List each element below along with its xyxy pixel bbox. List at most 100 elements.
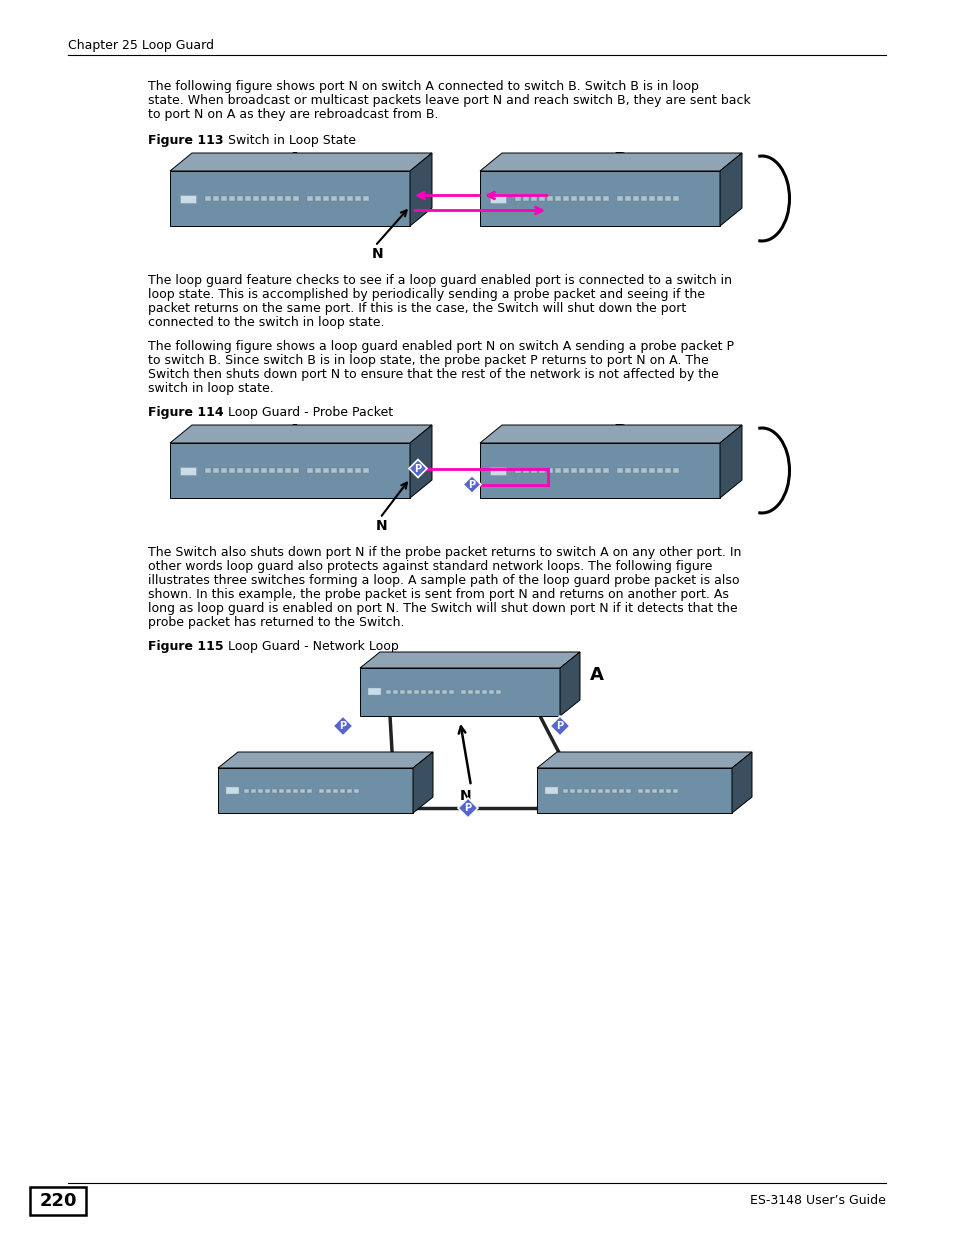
Bar	[236, 196, 243, 201]
Bar	[490, 194, 505, 203]
Bar	[604, 788, 609, 793]
Text: P: P	[414, 463, 421, 473]
Bar	[221, 196, 227, 201]
Bar	[672, 788, 678, 793]
Polygon shape	[457, 798, 477, 818]
Bar	[569, 788, 575, 793]
Bar	[307, 196, 313, 201]
Bar	[314, 196, 320, 201]
Bar	[314, 468, 320, 473]
Bar	[244, 788, 249, 793]
Bar	[276, 196, 283, 201]
Bar	[648, 196, 655, 201]
Bar	[562, 468, 568, 473]
Polygon shape	[218, 752, 433, 768]
Bar	[577, 788, 581, 793]
Bar	[571, 468, 577, 473]
Text: Chapter 25 Loop Guard: Chapter 25 Loop Guard	[68, 38, 213, 52]
Bar	[648, 468, 655, 473]
Text: P: P	[468, 479, 475, 489]
Bar	[515, 196, 520, 201]
Bar	[414, 690, 418, 694]
Bar	[293, 468, 298, 473]
Bar	[355, 196, 360, 201]
Bar	[213, 196, 219, 201]
Bar	[460, 690, 465, 694]
Polygon shape	[359, 668, 559, 716]
Text: connected to the switch in loop state.: connected to the switch in loop state.	[148, 316, 384, 329]
Text: Loop Guard - Network Loop: Loop Guard - Network Loop	[215, 640, 398, 653]
Bar	[307, 788, 312, 793]
Bar	[399, 690, 405, 694]
Bar	[640, 196, 646, 201]
Text: Loop Guard - Probe Packet: Loop Guard - Probe Packet	[215, 406, 393, 419]
Bar	[672, 468, 679, 473]
Text: The following figure shows a loop guard enabled port N on switch A sending a pro: The following figure shows a loop guard …	[148, 340, 733, 353]
Bar	[531, 196, 537, 201]
Bar	[602, 468, 608, 473]
Bar	[633, 196, 639, 201]
Bar	[657, 196, 662, 201]
Bar	[618, 788, 623, 793]
Text: Switch then shuts down port N to ensure that the rest of the network is not affe: Switch then shuts down port N to ensure …	[148, 368, 718, 382]
Polygon shape	[170, 443, 410, 498]
Text: B: B	[613, 424, 626, 441]
Bar	[475, 690, 479, 694]
Bar	[640, 468, 646, 473]
Bar	[546, 196, 553, 201]
Polygon shape	[537, 768, 731, 813]
Bar	[251, 788, 255, 793]
Polygon shape	[479, 153, 741, 170]
Bar	[672, 196, 679, 201]
Bar	[481, 690, 486, 694]
Bar	[347, 468, 353, 473]
Bar	[180, 194, 195, 203]
Bar	[638, 788, 642, 793]
Bar	[489, 690, 494, 694]
Bar	[285, 196, 291, 201]
Text: The Switch also shuts down port N if the probe packet returns to switch A on any: The Switch also shuts down port N if the…	[148, 546, 740, 559]
Text: P: P	[464, 803, 471, 813]
Polygon shape	[462, 475, 480, 494]
Bar	[323, 196, 329, 201]
Polygon shape	[479, 170, 720, 226]
Bar	[515, 468, 520, 473]
Polygon shape	[218, 768, 413, 813]
Text: to switch B. Since switch B is in loop state, the probe packet P returns to port: to switch B. Since switch B is in loop s…	[148, 354, 708, 367]
Bar	[625, 788, 630, 793]
Bar	[229, 196, 234, 201]
Bar	[555, 468, 560, 473]
Text: 220: 220	[39, 1192, 76, 1210]
Text: probe packet has returned to the Switch.: probe packet has returned to the Switch.	[148, 616, 404, 629]
Polygon shape	[170, 153, 432, 170]
Bar	[612, 788, 617, 793]
Bar	[257, 788, 263, 793]
Bar	[544, 787, 558, 794]
Polygon shape	[720, 425, 741, 498]
Bar	[624, 468, 630, 473]
Text: Figure 113: Figure 113	[148, 135, 223, 147]
Bar	[633, 468, 639, 473]
Bar	[269, 196, 274, 201]
Bar	[347, 196, 353, 201]
Bar	[355, 468, 360, 473]
Bar	[664, 468, 670, 473]
Bar	[428, 690, 433, 694]
Bar	[538, 468, 544, 473]
Bar	[386, 690, 391, 694]
Bar	[226, 787, 239, 794]
Text: The following figure shows port N on switch A connected to switch B. Switch B is: The following figure shows port N on swi…	[148, 80, 699, 93]
Bar	[338, 196, 345, 201]
Bar	[496, 690, 500, 694]
Polygon shape	[479, 425, 741, 443]
Bar	[435, 690, 439, 694]
Bar	[269, 468, 274, 473]
Bar	[407, 690, 412, 694]
Text: packet returns on the same port. If this is the case, the Switch will shut down : packet returns on the same port. If this…	[148, 303, 685, 315]
Bar	[245, 468, 251, 473]
Bar	[363, 468, 369, 473]
Text: A: A	[589, 666, 603, 684]
Bar	[602, 196, 608, 201]
Bar	[299, 788, 305, 793]
Text: A: A	[288, 151, 301, 169]
